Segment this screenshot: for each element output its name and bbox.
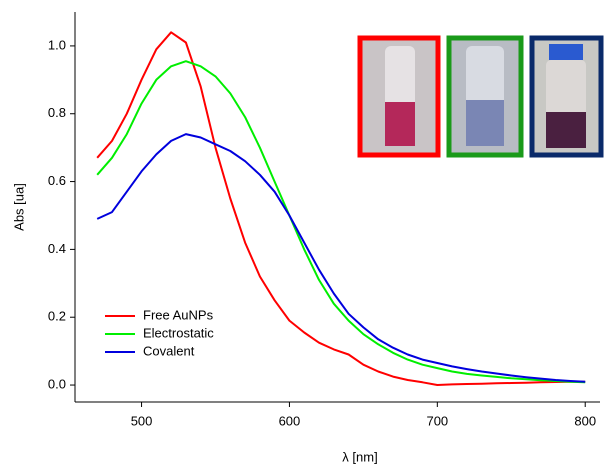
series-line (96, 60, 586, 384)
y-tick-label: 0.0 (48, 376, 66, 391)
vial-cap (549, 44, 583, 60)
x-tick-label: 600 (279, 413, 301, 428)
photos (357, 35, 604, 158)
y-tick-label: 0.8 (48, 105, 66, 120)
legend-label: Covalent (143, 343, 195, 358)
vial-liquid (546, 112, 586, 148)
vial-liquid (466, 100, 504, 146)
vial-liquid (385, 102, 415, 146)
x-axis-label: λ [nm] (342, 449, 377, 464)
y-tick-label: 0.2 (48, 309, 66, 324)
series-line (96, 31, 586, 386)
y-tick-label: 0.4 (48, 241, 66, 256)
x-tick-label: 500 (131, 413, 153, 428)
x-tick-label: 800 (574, 413, 596, 428)
x-tick-label: 700 (426, 413, 448, 428)
y-axis-label: Abs [ua] (11, 183, 26, 231)
series-line (96, 133, 586, 383)
y-tick-label: 1.0 (48, 37, 66, 52)
y-tick-label: 0.6 (48, 173, 66, 188)
legend-label: Free AuNPs (143, 307, 214, 322)
legend-label: Electrostatic (143, 325, 214, 340)
